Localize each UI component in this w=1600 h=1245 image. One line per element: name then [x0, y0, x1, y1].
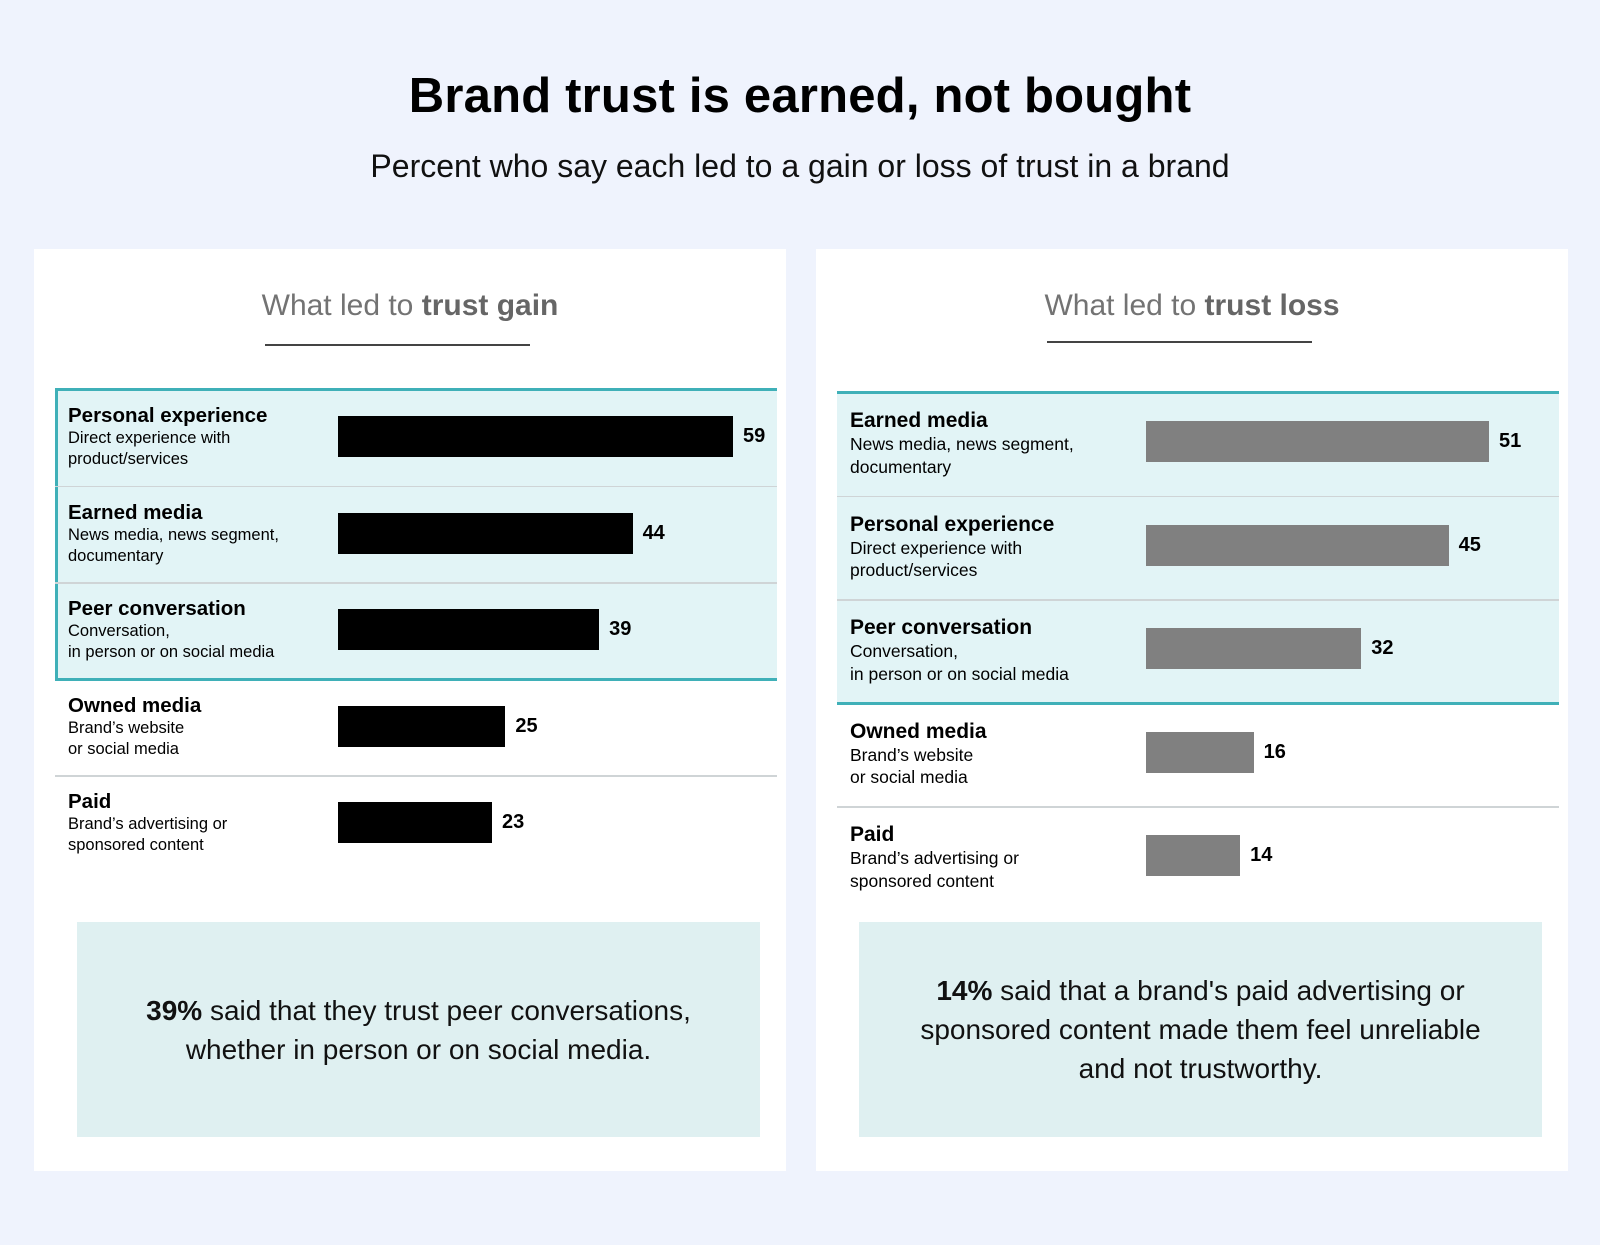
bar-row: Paid Brand’s advertising or sponsored con…	[837, 805, 1559, 909]
panel-heading-emphasis: trust loss	[1204, 289, 1340, 322]
category-description: Brand’s advertising or sponsored content	[68, 815, 228, 854]
row-divider	[837, 599, 1559, 601]
bar-value-label: 16	[1263, 740, 1286, 763]
row-label: Earned media News media, news segment, do…	[68, 501, 308, 567]
bar	[1146, 421, 1489, 462]
category-name: Peer conversation	[68, 597, 246, 620]
panel-heading: What led to trust loss	[816, 289, 1568, 323]
row-label: Earned media News media, news segment, do…	[850, 409, 1090, 478]
bar	[1146, 524, 1449, 566]
page-title: Brand trust is earned, not bought	[408, 69, 1192, 123]
heading-rule	[1047, 341, 1312, 343]
bar-row: Earned media News media, news segment, do…	[55, 485, 777, 582]
bar-value-label: 51	[1499, 430, 1522, 452]
row-divider	[55, 775, 777, 777]
callout-box: 39% said that they trust peer conversati…	[77, 922, 760, 1137]
bar-value-label: 45	[1458, 533, 1481, 556]
row-label: Peer conversation Conversation, in person…	[850, 616, 1090, 685]
category-description: Direct experience with product/services	[850, 537, 1023, 581]
category-description: News media, news segment, documentary	[68, 525, 279, 565]
category-name: Owned media	[850, 719, 987, 743]
category-name: Paid	[68, 790, 112, 813]
bar	[338, 416, 733, 457]
trust-loss-panel: What led to trust loss Earned media News …	[816, 249, 1568, 1171]
panel-heading-prefix: What led to	[1044, 289, 1205, 322]
row-label: Peer conversation Conversation, in person…	[68, 597, 308, 663]
category-name: Earned media	[850, 409, 988, 432]
row-label: Owned media Brand’s website or social med…	[68, 694, 308, 760]
page-subtitle: Percent who say each led to a gain or lo…	[370, 148, 1230, 184]
category-description: Conversation, in person or on social med…	[850, 641, 1069, 684]
bar	[338, 802, 492, 843]
category-description: Brand’s website or social media	[850, 744, 974, 788]
bar-row: Earned media News media, news segment, do…	[837, 391, 1559, 495]
panel-heading: What led to trust gain	[34, 289, 786, 323]
heading-rule	[265, 344, 530, 346]
callout-stat: 39%	[146, 994, 203, 1026]
row-label: Paid Brand’s advertising or sponsored con…	[850, 823, 1090, 892]
bar-value-label: 39	[609, 618, 632, 640]
row-divider	[837, 806, 1559, 808]
bar-value-label: 14	[1250, 844, 1273, 866]
callout-text: 39% said that they trust peer conversati…	[107, 991, 730, 1069]
bar-value-label: 44	[642, 521, 665, 544]
category-name: Peer conversation	[850, 616, 1033, 639]
bar-row: Owned media Brand’s website or social med…	[55, 678, 777, 775]
bar-row: Owned media Brand’s website or social med…	[837, 702, 1559, 806]
row-label: Personal experience Direct experience wit…	[850, 513, 1090, 582]
category-description: News media, news segment, documentary	[850, 434, 1074, 477]
bar-value-label: 59	[743, 425, 766, 447]
bar-row: Peer conversation Conversation, in person…	[55, 581, 777, 678]
bar-value-label: 25	[515, 714, 538, 737]
trust-gain-panel: What led to trust gain Personal experien…	[34, 249, 786, 1171]
bar-row: Personal experience Direct experience wit…	[837, 495, 1559, 599]
category-name: Personal experience	[850, 512, 1055, 536]
row-divider	[55, 582, 777, 584]
category-description: Brand’s website or social media	[68, 718, 185, 758]
bar	[1146, 731, 1254, 773]
callout-body: said that they trust peer conversations,…	[185, 994, 691, 1065]
bar-row: Personal experience Direct experience wit…	[55, 388, 777, 485]
bar	[1146, 835, 1241, 876]
bar	[338, 609, 600, 650]
panel-heading-emphasis: trust gain	[421, 289, 559, 322]
bar-row: Peer conversation Conversation, in person…	[837, 598, 1559, 702]
row-label: Paid Brand’s advertising or sponsored con…	[68, 790, 308, 856]
bar-value-label: 23	[501, 811, 525, 833]
callout-text: 14% said that a brand's paid advertising…	[899, 971, 1502, 1088]
callout-body: said that a brand's paid advertising or …	[920, 975, 1481, 1084]
row-label: Owned media Brand’s website or social med…	[850, 720, 1090, 789]
category-name: Earned media	[68, 500, 203, 524]
bar-value-label: 32	[1371, 637, 1394, 659]
row-divider	[55, 485, 777, 487]
category-name: Paid	[850, 823, 895, 846]
bar	[338, 705, 506, 747]
category-description: Direct experience with product/services	[68, 429, 231, 468]
category-name: Owned media	[68, 693, 202, 717]
row-label: Personal experience Direct experience wit…	[68, 404, 308, 470]
bar	[1146, 628, 1362, 669]
bar-row: Paid Brand’s advertising or sponsored con…	[55, 774, 777, 871]
category-description: Conversation, in person or on social med…	[68, 622, 275, 661]
category-name: Personal experience	[68, 404, 268, 427]
callout-stat: 14%	[936, 975, 993, 1006]
row-divider	[837, 495, 1559, 497]
category-description: Brand’s advertising or sponsored content	[850, 848, 1019, 891]
panel-heading-prefix: What led to	[261, 289, 422, 322]
bar	[338, 512, 633, 554]
callout-box: 14% said that a brand's paid advertising…	[859, 922, 1542, 1137]
